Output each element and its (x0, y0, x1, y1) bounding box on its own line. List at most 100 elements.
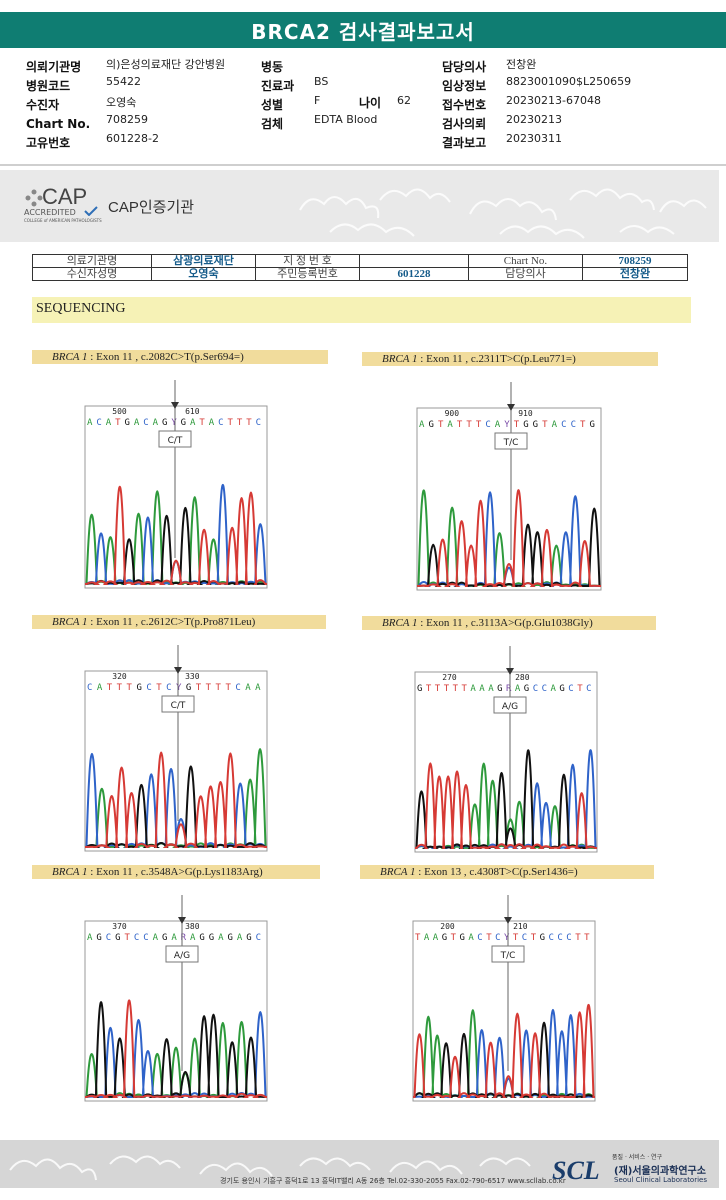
base-call-letter: C (96, 418, 101, 428)
base-call-letter: Y (504, 933, 510, 943)
header-label: 진료과 (261, 79, 295, 93)
base-call-letter: G (124, 418, 129, 428)
base-call-letter: Y (176, 683, 182, 693)
base-call-letter: T (513, 933, 519, 943)
base-call-letter: T (476, 420, 482, 430)
variant-caption: BRCA 1 : Exon 11 , c.2311T>C(p.Leu771=) (362, 352, 658, 366)
base-call-letter: A (97, 683, 103, 693)
variant-panel: BRCA 1 : Exon 11 , c.3548A>G(p.Lys1183Ar… (32, 865, 320, 1102)
header-label: 담당의사 (442, 60, 487, 74)
position-label-right: 330 (185, 672, 200, 681)
base-call-letter: T (124, 933, 130, 943)
base-call-letter: G (115, 933, 120, 943)
cloud-pattern-icon (9, 1155, 531, 1181)
base-call-letter: G (523, 420, 528, 430)
position-label-right: 380 (185, 922, 200, 931)
trace-t (85, 486, 267, 585)
base-call-letter: G (428, 420, 433, 430)
base-call-letter: C (143, 933, 148, 943)
base-call-letter: Y (504, 420, 510, 430)
base-call-letter: A (153, 418, 159, 428)
arrow-down-icon (174, 667, 182, 674)
base-call-letter: A (447, 420, 453, 430)
base-call-letter: G (442, 933, 447, 943)
arrow-down-icon (507, 404, 515, 411)
variant-panel: BRCA 1 : Exon 13 , c.4308T>C(p.Ser1436=)… (360, 865, 654, 1102)
variant-panel: BRCA 1 : Exon 11 , c.3113A>G(p.Glu1038Gl… (362, 616, 656, 853)
call-label: A/G (502, 702, 518, 712)
variant-description: : Exon 11 , c.3548A>G(p.Lys1183Arg) (87, 866, 263, 878)
header-row: 병동 (261, 56, 431, 75)
variant-description: : Exon 13 , c.4308T>C(p.Ser1436=) (415, 866, 578, 878)
cap-big-text: CAP (42, 184, 88, 209)
call-box (491, 945, 525, 963)
header-value: 전창완 (506, 58, 537, 71)
cap-emblem-icon (25, 189, 43, 207)
base-call-letter: T (444, 684, 450, 694)
base-call-letter: C (134, 933, 139, 943)
header-label: 검체 (261, 117, 284, 131)
position-label-left: 320 (112, 672, 127, 681)
gene-name: BRCA 1 (52, 351, 88, 363)
header-value: EDTA Blood (314, 113, 378, 126)
report-title-bar: BRCA2 검사결과보고서 (0, 12, 726, 48)
base-call-letter: G (533, 420, 538, 430)
header-row: 고유번호 601228-2 (26, 132, 266, 151)
base-call-letter: A (433, 933, 439, 943)
base-call-letter: A (551, 684, 557, 694)
header-row: 임상정보 8823001090$L250659 (442, 75, 702, 94)
base-call-letter: G (246, 933, 251, 943)
call-label: T/C (503, 438, 519, 448)
header-label: 고유번호 (26, 136, 71, 150)
header-row: 병원코드 55422 (26, 75, 266, 94)
base-call-letter: C (87, 683, 92, 693)
info-table: 의료기관명 삼광의료재단 지 정 번 호 Chart No. 708259 수신… (32, 254, 688, 281)
base-call-letter: G (540, 933, 545, 943)
base-call-letter: C (557, 933, 562, 943)
base-call-letter: C (256, 933, 261, 943)
call-box (158, 430, 192, 448)
position-label-left: 370 (112, 922, 127, 931)
call-label: T/C (500, 951, 516, 961)
base-call-letter: T (514, 420, 520, 430)
base-call-letter: T (435, 684, 441, 694)
lab-name-english: Seoul Clinical Laboratories (614, 1176, 707, 1184)
table-row: 수신자성명 오영숙 주민등록번호 601228 담당의사 전창완 (32, 267, 688, 281)
trace-t (85, 751, 267, 848)
base-call-letter: A (209, 418, 215, 428)
header-label: 의뢰기관명 (26, 60, 82, 74)
call-label: C/T (168, 436, 183, 446)
header-row: 성별 F 나이 62 (261, 94, 431, 113)
trace-t (413, 1003, 595, 1098)
header-label: 검사의뢰 (442, 117, 487, 131)
base-call-letter: T (225, 683, 231, 693)
header-row: 수진자 오영숙 (26, 94, 266, 113)
table-cell: 전창완 (582, 267, 688, 281)
variant-caption: BRCA 1 : Exon 11 , c.3548A>G(p.Lys1183Ar… (32, 865, 320, 879)
base-call-letter: G (162, 418, 167, 428)
table-cell: 708259 (582, 254, 688, 268)
base-call-letter: A (419, 420, 425, 430)
header-value: 오영숙 (106, 96, 137, 109)
trace-t (85, 999, 267, 1098)
header-row: 결과보고 20230311 (442, 132, 702, 151)
call-label: A/G (174, 951, 190, 961)
base-call-letter: T (580, 420, 586, 430)
base-call-letter: C (485, 420, 490, 430)
arrow-down-icon (178, 917, 186, 924)
header-row: 진료과 BS (261, 75, 431, 94)
trace-t (415, 762, 597, 849)
base-call-letter: C (235, 683, 240, 693)
base-call-letter: A (495, 420, 501, 430)
header-label: 병동 (261, 60, 284, 74)
header-value: 8823001090$L250659 (506, 75, 632, 88)
variant-caption: BRCA 1 : Exon 13 , c.4308T>C(p.Ser1436=) (360, 865, 654, 879)
base-call-letter: A (87, 418, 93, 428)
base-call-letter: C (256, 418, 261, 428)
base-call-letter: C (143, 418, 148, 428)
base-call-letter: G (96, 933, 101, 943)
